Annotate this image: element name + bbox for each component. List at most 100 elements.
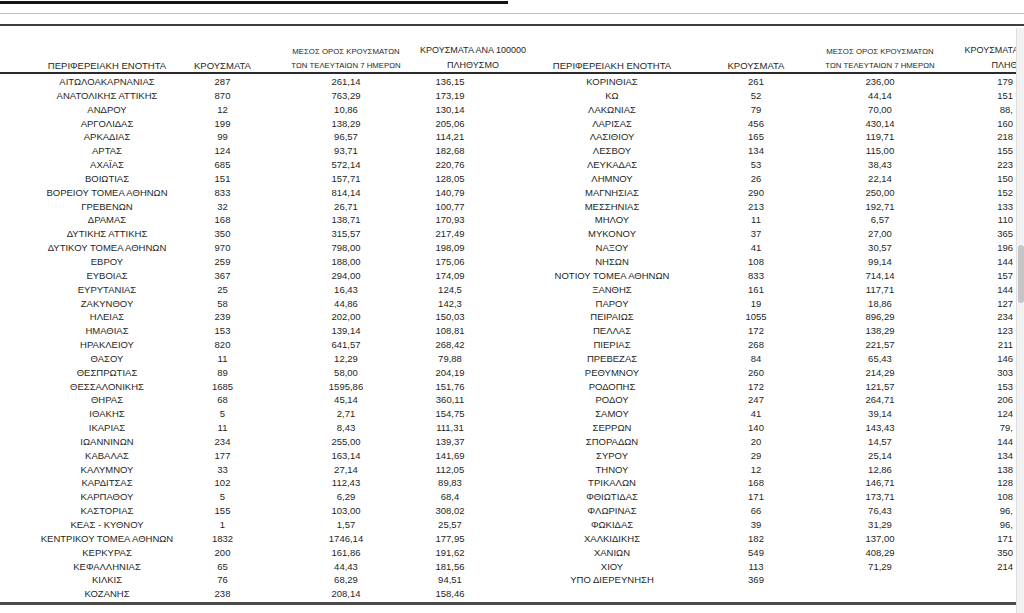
table-cell: 124 <box>165 144 280 158</box>
table-cell: 294,00 <box>285 269 407 283</box>
table-cell: 79, <box>950 421 1013 435</box>
table-cell: 119,71 <box>820 130 940 144</box>
table-cell: 115,00 <box>820 144 940 158</box>
table-cell: 970 <box>165 241 280 255</box>
table-cell: 124,5 <box>395 283 505 297</box>
table-cell: 268 <box>700 338 812 352</box>
table-cell: 112,05 <box>395 463 505 477</box>
table-cell: 144 <box>950 255 1013 269</box>
table-cell: ΚΩ <box>505 89 719 103</box>
table-cell: ΜΗΛΟΥ <box>505 213 719 227</box>
table-cell: 168 <box>165 213 280 227</box>
table-cell: 99,14 <box>820 255 940 269</box>
table-cell: 138 <box>950 463 1013 477</box>
table-cell: 369 <box>700 573 812 587</box>
table-cell: 76 <box>165 573 280 587</box>
left-column-header-avg7-line2: ΤΩΝ ΤΕΛΕΥΤΑΙΩΝ 7 ΗΜΕΡΩΝ <box>285 60 407 72</box>
table-cell: 173,19 <box>395 89 505 103</box>
table-cell: ΤΡΙΚΑΛΩΝ <box>505 476 719 490</box>
table-cell: 408,29 <box>820 546 940 560</box>
vertical-scrollbar[interactable] <box>1016 28 1024 613</box>
table-cell: 39 <box>700 518 812 532</box>
table-cell: 261 <box>700 75 812 89</box>
table-cell: 108 <box>950 490 1013 504</box>
table-cell: 196 <box>950 241 1013 255</box>
table-bottom-border <box>0 602 1024 605</box>
table-cell: ΜΕΣΣΗΝΙΑΣ <box>505 200 719 214</box>
table-cell: 158,46 <box>395 587 505 601</box>
table-cell: 170,93 <box>395 213 505 227</box>
table-cell: 11 <box>700 213 812 227</box>
table-cell: 99 <box>165 130 280 144</box>
table-cell: 71,29 <box>820 560 940 574</box>
table-cell: 32 <box>165 200 280 214</box>
table-cell: 31,29 <box>820 518 940 532</box>
table-cell: ΠΕΛΛΑΣ <box>505 324 719 338</box>
table-cell: 150,03 <box>395 310 505 324</box>
table-cell: ΧΑΛΚΙΔΙΚΗΣ <box>505 532 719 546</box>
scrollbar-thumb[interactable] <box>1018 245 1024 303</box>
table-cell: 157,71 <box>285 172 407 186</box>
table-cell: 25,57 <box>395 518 505 532</box>
table-cell: ΠΕΙΡΑΙΩΣ <box>505 310 719 324</box>
table-cell: 124 <box>950 407 1013 421</box>
table-cell: 172 <box>700 324 812 338</box>
table-cell: ΝΗΣΩΝ <box>505 255 719 269</box>
table-cell: 44,43 <box>285 560 407 574</box>
table-cell: 6,57 <box>820 213 940 227</box>
table-cell: 205,06 <box>395 117 505 131</box>
table-cell: 144 <box>950 283 1013 297</box>
table-cell: 161,86 <box>285 546 407 560</box>
table-cell: 204,19 <box>395 366 505 380</box>
table-cell: 123 <box>950 324 1013 338</box>
table-cell: 549 <box>700 546 812 560</box>
table-cell: 206 <box>950 393 1013 407</box>
table-cell: 70,00 <box>820 103 940 117</box>
table-cell: 41 <box>700 407 812 421</box>
header-underline <box>0 72 1024 74</box>
table-cell: 360,11 <box>395 393 505 407</box>
table-cell <box>820 573 940 587</box>
table-cell: 102 <box>165 476 280 490</box>
table-cell: ΛΑΚΩΝΙΑΣ <box>505 103 719 117</box>
table-cell: 174,09 <box>395 269 505 283</box>
table-cell: 96,57 <box>285 130 407 144</box>
table-cell: 214,29 <box>820 366 940 380</box>
table-cell: 5 <box>165 407 280 421</box>
table-cell: 350 <box>950 546 1013 560</box>
table-cell: 213 <box>700 200 812 214</box>
table-cell: 157 <box>950 269 1013 283</box>
table-cell: ΡΟΔΟΠΗΣ <box>505 380 719 394</box>
table-cell: 44,14 <box>820 89 940 103</box>
table-cell: 18,86 <box>820 297 940 311</box>
table-cell: 165 <box>700 130 812 144</box>
table-cell: 6,29 <box>285 490 407 504</box>
table-cell: 26 <box>700 172 812 186</box>
table-cell: 163,14 <box>285 449 407 463</box>
table-cell: 65,43 <box>820 352 940 366</box>
top-border-line <box>0 1 508 4</box>
table-cell: 68 <box>165 393 280 407</box>
table-cell: 220,76 <box>395 158 505 172</box>
table-cell: 45,14 <box>285 393 407 407</box>
table-cell: 138,71 <box>285 213 407 227</box>
table-cell: 65 <box>165 560 280 574</box>
table-cell: 151,76 <box>395 380 505 394</box>
table-cell: 1685 <box>165 380 280 394</box>
table-cell: 137,00 <box>820 532 940 546</box>
right-column-header-avg7-line1: ΜΕΣΟΣ ΟΡΟΣ ΚΡΟΥΣΜΑΤΩΝ <box>820 46 940 58</box>
right-column-header-per100k-line1: ΚΡΟΥΣΜΑΤΑ ΑΝΑ 100000 <box>950 44 1024 56</box>
table-cell: 27,14 <box>285 463 407 477</box>
table-cell: ΚΟΡΙΝΘΙΑΣ <box>505 75 719 89</box>
table-cell: 44,86 <box>285 297 407 311</box>
table-cell: ΛΑΣΙΘΙΟΥ <box>505 130 719 144</box>
table-cell: 138,29 <box>820 324 940 338</box>
table-cell: 290 <box>700 186 812 200</box>
table-cell: 58 <box>165 297 280 311</box>
table-cell: 96, <box>950 504 1013 518</box>
table-cell: 303 <box>950 366 1013 380</box>
table-cell: 111,31 <box>395 421 505 435</box>
table-cell: 12,29 <box>285 352 407 366</box>
table-cell: 208,14 <box>285 587 407 601</box>
table-cell: 89,83 <box>395 476 505 490</box>
